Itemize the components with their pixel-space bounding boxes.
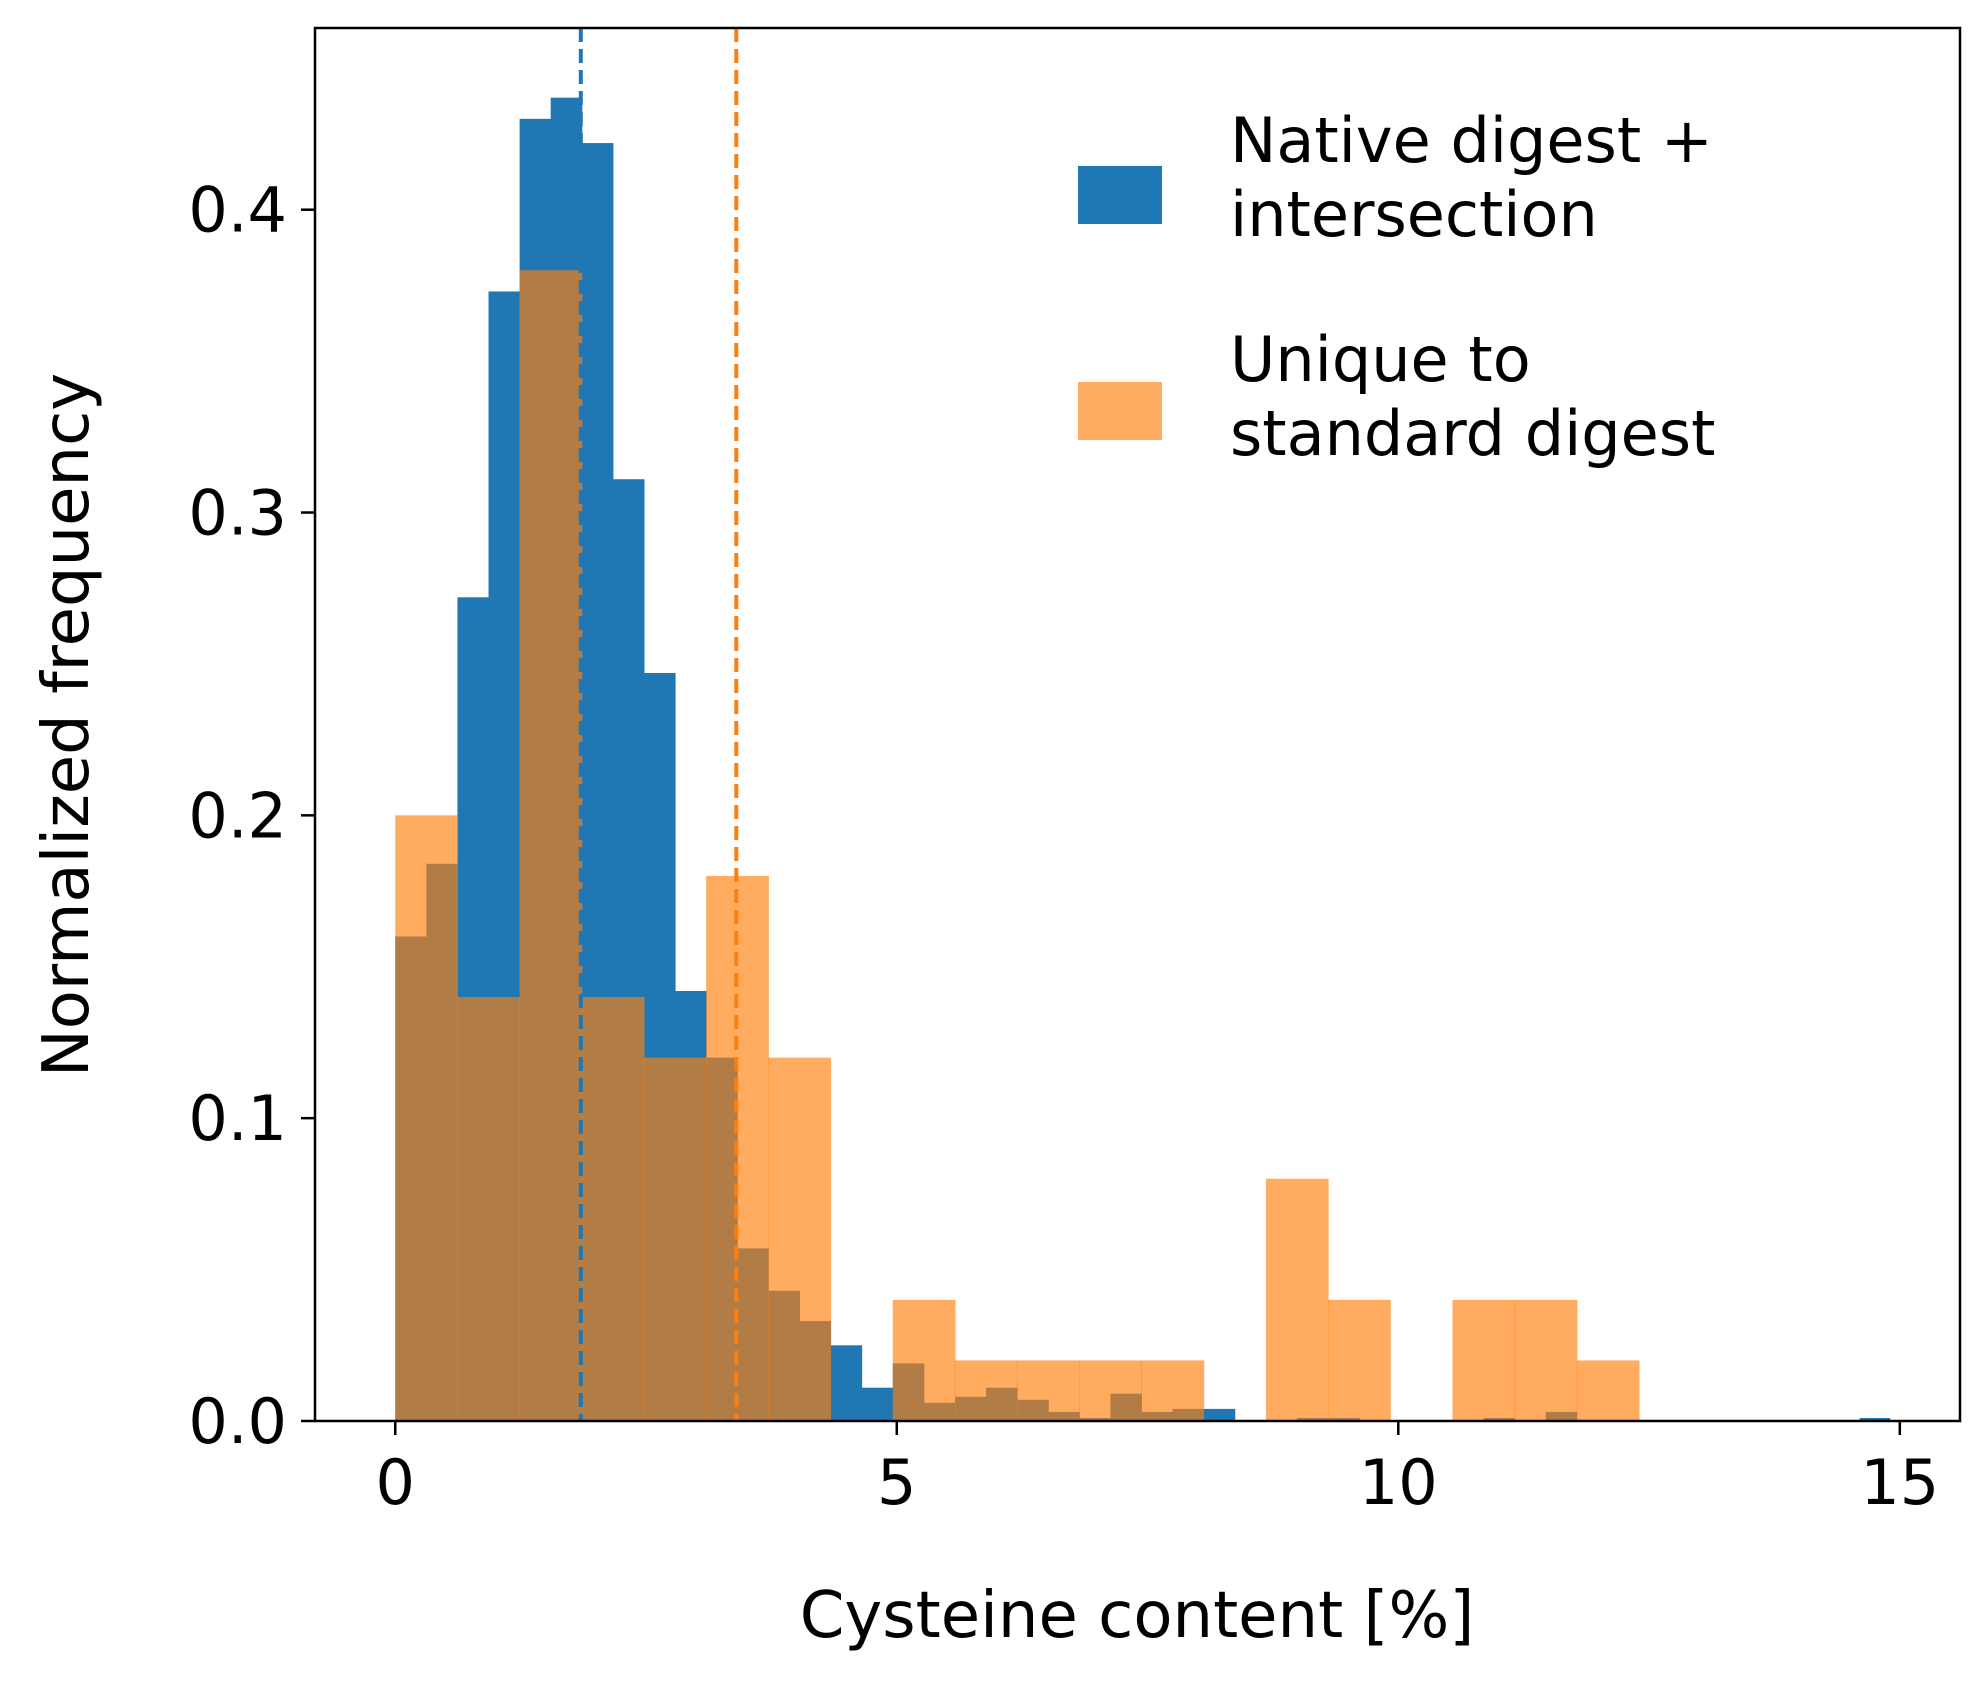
- histogram-bar-native-digest: [1859, 1417, 1891, 1421]
- histogram-bar-standard-digest: [1265, 1178, 1329, 1421]
- plot-frame: [313, 26, 1962, 1423]
- y-axis-label: Normalized frequency: [30, 373, 104, 1077]
- histogram-bar-standard-digest: [954, 1360, 1018, 1421]
- legend-label-native-digest: Native digest +: [1230, 104, 1713, 177]
- y-tick-label: 0.3: [188, 477, 287, 550]
- x-axis: 0 5 10 15: [376, 1421, 1939, 1519]
- legend-swatch-standard-digest: [1078, 382, 1162, 440]
- y-tick-label: 0.1: [188, 1082, 287, 1155]
- histogram-bar-standard-digest: [457, 997, 521, 1421]
- histogram-bar-standard-digest: [1452, 1299, 1516, 1421]
- legend-label-native-digest: intersection: [1230, 178, 1598, 251]
- histogram-bar-native-digest: [1203, 1408, 1236, 1421]
- histogram-bar-standard-digest: [768, 1057, 832, 1421]
- x-tick-label: 0: [376, 1446, 415, 1519]
- legend-label-standard-digest: Unique to: [1230, 323, 1531, 396]
- legend-swatch-native-digest: [1078, 166, 1162, 224]
- histogram-bar-standard-digest: [395, 815, 458, 1421]
- y-tick-label: 0.4: [188, 174, 287, 247]
- mean-lines: [578, 28, 739, 1421]
- x-tick-label: 10: [1359, 1446, 1438, 1519]
- histogram-bar-standard-digest: [1141, 1360, 1205, 1421]
- histogram-bar-standard-digest: [1079, 1360, 1143, 1421]
- histogram-bar-native-digest: [830, 1345, 863, 1421]
- standard-digest-bars: [395, 270, 1640, 1421]
- histogram-bar-standard-digest: [644, 1057, 707, 1421]
- legend: Native digest +intersection Unique tostan…: [1078, 104, 1715, 470]
- x-tick-label: 5: [877, 1446, 916, 1519]
- y-tick-label: 0.0: [188, 1385, 287, 1458]
- histogram-bar-standard-digest: [519, 270, 583, 1421]
- histogram-bar-native-digest: [861, 1387, 894, 1421]
- histogram-bar-standard-digest: [1576, 1360, 1640, 1421]
- y-axis: 0.0 0.1 0.2 0.3 0.4: [188, 174, 315, 1458]
- histogram-bar-standard-digest: [581, 997, 645, 1421]
- histogram-bar-standard-digest: [1514, 1299, 1578, 1421]
- legend-label-standard-digest: standard digest: [1230, 397, 1715, 470]
- histogram-bar-standard-digest: [1017, 1360, 1080, 1421]
- histogram-bar-standard-digest: [1328, 1299, 1391, 1421]
- histogram-bar-standard-digest: [892, 1299, 956, 1421]
- x-axis-label: Cysteine content [%]: [800, 1579, 1475, 1653]
- x-tick-label: 15: [1860, 1446, 1939, 1519]
- y-tick-label: 0.2: [188, 779, 287, 852]
